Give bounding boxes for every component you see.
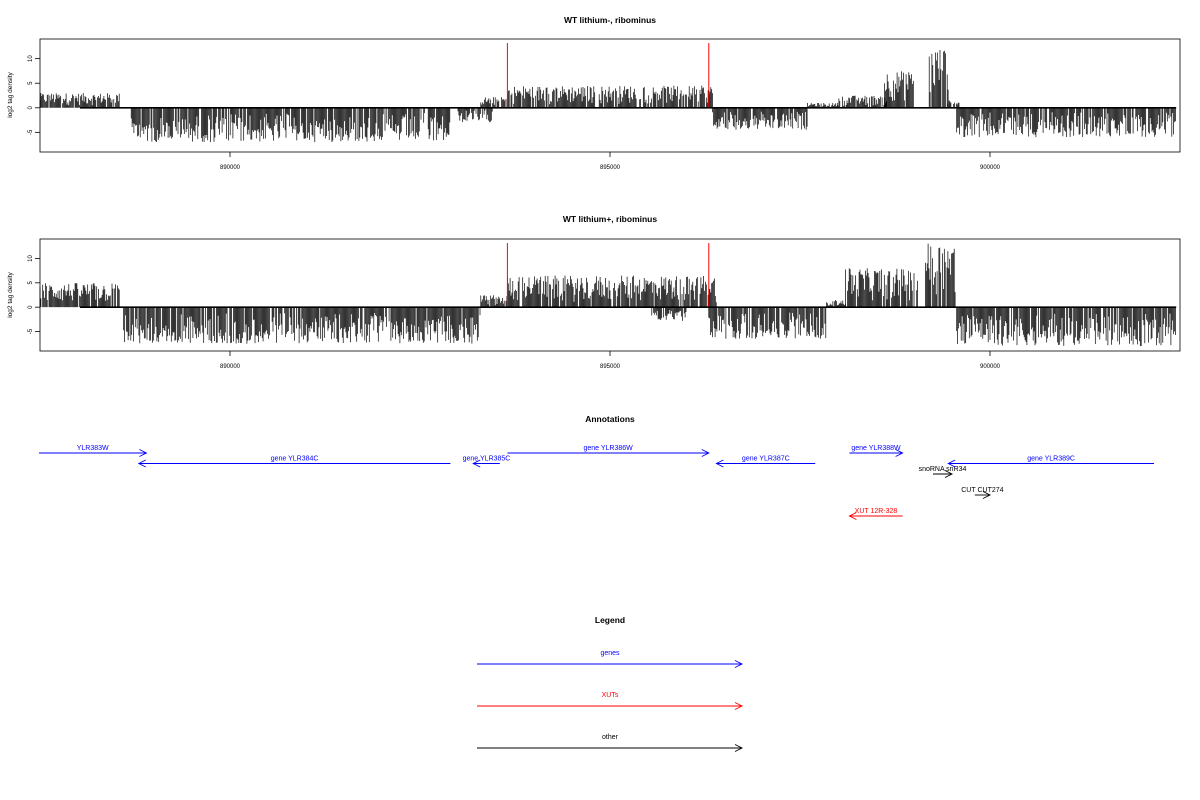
y-tick-label: -5 <box>28 328 34 334</box>
feature-label: gene YLR386W <box>583 445 633 452</box>
legend-item: XUTs <box>477 692 744 710</box>
y-tick-label: 0 <box>28 305 34 309</box>
x-axis: 890000 895000 900000 <box>220 152 1001 171</box>
y-tick-label: 0 <box>28 105 34 109</box>
feature-label: gene YLR385C <box>463 456 511 463</box>
annotation-features: YLR383W gene YLR384C gene YLR385C gene YLR3… <box>39 445 1154 520</box>
coverage-panel-lithium-plus: WT lithium+, ribominus log2 tag density … <box>7 214 1181 370</box>
legend-items: genes XUTs other <box>477 650 744 752</box>
legend-title: Legend <box>595 615 625 625</box>
legend-label: genes <box>600 650 620 657</box>
coverage-bars <box>39 243 1176 347</box>
x-axis: 890000 895000 900000 <box>220 351 1001 370</box>
x-tick-label: 900000 <box>980 364 1001 370</box>
arrow-left-icon <box>715 459 724 468</box>
panel-title: WT lithium+, ribominus <box>563 214 657 224</box>
y-axis-label: log2 tag density <box>7 71 14 117</box>
y-tick-label: -5 <box>28 129 34 135</box>
y-tick-label: 10 <box>28 55 34 62</box>
annotation-feature: YLR383W <box>39 445 148 457</box>
coverage-bars <box>39 49 1176 143</box>
annotation-track: Annotations YLR383W gene YLR384C gene YLR3… <box>39 414 1154 520</box>
arrow-right-icon <box>701 449 710 457</box>
feature-label: gene YLR388W <box>851 445 901 452</box>
legend-item: other <box>477 734 744 752</box>
annotation-feature: gene YLR387C <box>715 456 816 468</box>
x-tick-label: 890000 <box>220 364 241 370</box>
feature-label: gene YLR389C <box>1027 456 1075 463</box>
plot-frame <box>39 38 1181 153</box>
annotation-feature: XUT 12R-328 <box>848 508 903 520</box>
arrow-right-icon <box>734 660 744 668</box>
x-tick-label: 895000 <box>600 364 621 370</box>
y-tick-label: 5 <box>28 81 34 85</box>
arrow-right-icon <box>944 470 954 478</box>
x-tick-label: 890000 <box>220 165 241 171</box>
annotation-feature: gene YLR384C <box>137 456 451 468</box>
y-axis: 10 5 0 -5 <box>28 55 40 135</box>
legend-label: other <box>602 734 619 741</box>
highlight-lines <box>506 243 710 308</box>
y-tick-label: 5 <box>28 280 34 284</box>
annotation-feature: gene YLR386W <box>507 445 710 457</box>
y-axis: 10 5 0 -5 <box>28 254 40 334</box>
annotation-feature: snoRNA snR34 <box>919 466 967 478</box>
arrow-left-icon <box>472 459 481 468</box>
annotation-feature: gene YLR388W <box>849 445 904 457</box>
y-tick-label: 10 <box>28 254 34 261</box>
arrow-right-icon <box>139 449 148 457</box>
annotation-feature: gene YLR385C <box>463 456 511 468</box>
annotations-title: Annotations <box>585 414 635 424</box>
annotation-feature: CUT CUT274 <box>961 487 1004 499</box>
feature-label: snoRNA snR34 <box>919 466 967 473</box>
arrow-left-icon <box>947 459 956 468</box>
legend: Legend genes XUTs other <box>477 615 744 752</box>
arrow-right-icon <box>734 744 744 752</box>
feature-label: CUT CUT274 <box>961 487 1003 494</box>
y-axis-label: log2 tag density <box>7 271 14 317</box>
arrow-right-icon <box>734 702 744 710</box>
x-tick-label: 900000 <box>980 165 1001 171</box>
feature-label: YLR383W <box>77 445 109 452</box>
arrow-right-icon <box>895 449 904 457</box>
feature-label: gene YLR387C <box>742 456 790 463</box>
feature-label: XUT 12R-328 <box>855 508 898 515</box>
arrow-right-icon <box>982 491 992 499</box>
annotation-feature: gene YLR389C <box>947 456 1154 468</box>
legend-item: genes <box>477 650 744 668</box>
coverage-panel-lithium-minus: WT lithium-, ribominus log2 tag density … <box>7 15 1181 171</box>
highlight-lines <box>506 43 710 108</box>
x-tick-label: 895000 <box>600 165 621 171</box>
legend-label: XUTs <box>602 692 619 699</box>
arrow-left-icon <box>137 459 147 468</box>
arrow-left-icon <box>848 512 857 520</box>
panel-title: WT lithium-, ribominus <box>564 15 656 25</box>
feature-label: gene YLR384C <box>271 456 319 463</box>
